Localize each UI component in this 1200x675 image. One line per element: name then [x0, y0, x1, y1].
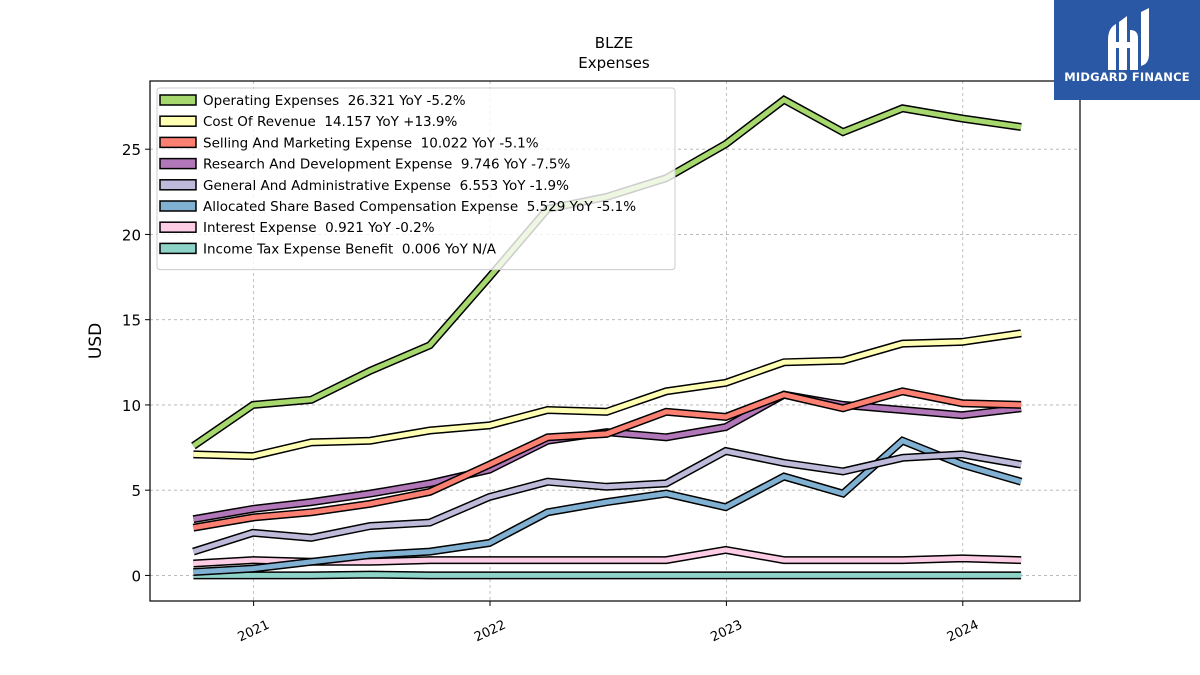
legend-swatch	[159, 157, 197, 170]
chart-title: BLZE	[595, 34, 633, 52]
chart-subtitle: Expenses	[578, 54, 650, 72]
legend-swatch	[159, 242, 197, 255]
y-tick-label: 15	[122, 312, 141, 330]
brand-mark-icon	[1108, 8, 1149, 70]
series-line-fill	[192, 388, 1022, 531]
brand-name: MIDGARD FINANCE	[1064, 70, 1190, 84]
legend-label: Operating Expenses 26.321 YoY -5.2%	[203, 93, 466, 109]
legend-swatch	[159, 136, 197, 149]
series-line-fill	[193, 572, 1022, 578]
legend: Operating Expenses 26.321 YoY -5.2% Cost …	[156, 87, 676, 271]
series-line-fill	[192, 448, 1022, 554]
legend-label: Selling And Marketing Expense 10.022 YoY…	[203, 135, 539, 151]
legend-label: Interest Expense 0.921 YoY -0.2%	[203, 220, 435, 236]
y-axis-label: USD	[86, 323, 106, 359]
series-line	[192, 446, 1022, 556]
legend-label: Research And Development Expense 9.746 Y…	[203, 157, 570, 173]
plot-frame	[149, 80, 1081, 602]
legend-swatch	[159, 200, 197, 212]
series-line	[193, 570, 1022, 580]
y-tick-label: 0	[131, 567, 141, 585]
y-tick-label: 10	[122, 397, 141, 415]
legend-swatch	[159, 115, 197, 127]
y-tick-label: 20	[122, 226, 141, 244]
legend-label: General And Administrative Expense 6.553…	[203, 178, 569, 194]
series-line	[192, 387, 1022, 532]
series-line-fill	[193, 330, 1022, 459]
legend-label: Income Tax Expense Benefit 0.006 YoY N/A	[203, 241, 497, 257]
legend-swatch	[159, 94, 197, 106]
y-tick-label: 5	[131, 482, 141, 500]
series-line	[193, 329, 1022, 461]
brand-logo: MIDGARD FINANCE	[1054, 0, 1200, 100]
series-lines	[191, 95, 1023, 580]
legend-swatch	[159, 179, 197, 191]
legend-label: Allocated Share Based Compensation Expen…	[203, 199, 636, 215]
y-tick-label: 25	[122, 141, 141, 159]
legend-swatch	[159, 221, 197, 233]
legend-label: Cost Of Revenue 14.157 YoY +13.9%	[203, 114, 457, 130]
legend-frame	[156, 87, 676, 271]
